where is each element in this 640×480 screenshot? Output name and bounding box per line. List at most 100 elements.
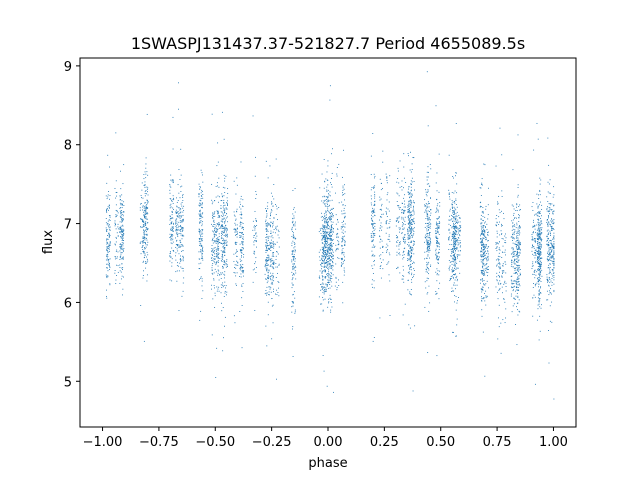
- data-point: [239, 236, 241, 238]
- data-point: [321, 289, 323, 291]
- data-point: [453, 277, 454, 279]
- data-point: [456, 221, 458, 223]
- data-point: [487, 272, 489, 273]
- data-point: [411, 237, 413, 238]
- data-point: [429, 217, 430, 219]
- data-point: [221, 225, 223, 227]
- data-point: [410, 231, 412, 232]
- data-point: [201, 191, 203, 192]
- data-point: [213, 278, 215, 280]
- data-point: [324, 241, 326, 242]
- data-point: [328, 210, 330, 212]
- data-point: [488, 246, 490, 248]
- data-point: [169, 279, 171, 281]
- data-point: [171, 214, 173, 216]
- data-point: [342, 189, 344, 191]
- data-point: [533, 283, 534, 284]
- data-point: [120, 211, 122, 213]
- data-point: [540, 222, 542, 224]
- data-point: [487, 255, 489, 257]
- data-point: [549, 240, 551, 242]
- data-point: [518, 259, 520, 261]
- data-point: [435, 230, 437, 232]
- data-point: [220, 205, 222, 207]
- data-point: [144, 251, 146, 253]
- data-point: [538, 250, 540, 252]
- data-point: [147, 218, 149, 220]
- data-point: [226, 264, 228, 266]
- data-point: [519, 265, 521, 267]
- data-point: [404, 234, 405, 236]
- data-point: [513, 251, 515, 253]
- data-point: [328, 257, 330, 259]
- data-point: [199, 258, 201, 260]
- data-point: [500, 352, 502, 354]
- data-point: [293, 255, 295, 257]
- data-point: [242, 206, 244, 207]
- data-point: [327, 189, 329, 191]
- data-point: [270, 250, 272, 251]
- data-point: [332, 215, 334, 216]
- data-point: [435, 235, 437, 237]
- data-point: [253, 253, 255, 255]
- data-point: [329, 195, 331, 197]
- data-point: [329, 234, 331, 236]
- data-point: [452, 248, 453, 250]
- data-point: [373, 337, 375, 338]
- data-point: [272, 226, 273, 228]
- data-point: [517, 244, 519, 246]
- data-point: [120, 243, 122, 245]
- data-point: [538, 254, 539, 256]
- data-point: [322, 250, 324, 252]
- data-point: [403, 275, 405, 277]
- data-point: [532, 246, 534, 248]
- data-point: [541, 304, 542, 306]
- data-point: [336, 234, 338, 236]
- data-point: [272, 322, 274, 324]
- data-point: [239, 267, 241, 269]
- data-point: [548, 247, 550, 249]
- data-point: [338, 285, 340, 286]
- data-point: [437, 241, 439, 243]
- data-point: [454, 259, 456, 261]
- data-point: [170, 227, 172, 229]
- data-point: [146, 280, 148, 282]
- data-point: [429, 227, 431, 229]
- data-point: [169, 204, 171, 206]
- data-point: [429, 219, 431, 221]
- data-point: [328, 301, 330, 303]
- data-point: [115, 244, 116, 246]
- data-point: [180, 191, 182, 192]
- data-point: [426, 179, 428, 181]
- data-point: [424, 251, 426, 253]
- data-point: [181, 202, 183, 203]
- data-point: [373, 236, 375, 238]
- data-point: [403, 197, 405, 199]
- data-point: [223, 214, 224, 216]
- data-point: [538, 212, 540, 214]
- data-point: [398, 216, 400, 218]
- data-point: [116, 191, 118, 193]
- data-point: [327, 222, 329, 224]
- data-point: [537, 206, 539, 208]
- data-point: [413, 275, 415, 277]
- data-point: [201, 172, 203, 174]
- data-point: [341, 222, 343, 223]
- data-point: [553, 205, 555, 207]
- data-point: [178, 213, 180, 215]
- data-point: [122, 248, 124, 250]
- data-point: [223, 261, 225, 263]
- data-point: [424, 206, 426, 208]
- data-point: [426, 183, 428, 185]
- data-point: [546, 236, 548, 238]
- data-point: [224, 235, 226, 237]
- data-point: [541, 215, 542, 217]
- data-point: [519, 274, 521, 276]
- data-point: [498, 221, 500, 223]
- data-point: [214, 235, 216, 237]
- data-point: [426, 239, 428, 241]
- data-point: [330, 213, 332, 215]
- data-point: [373, 208, 375, 210]
- data-point: [548, 255, 549, 257]
- data-point: [504, 235, 506, 237]
